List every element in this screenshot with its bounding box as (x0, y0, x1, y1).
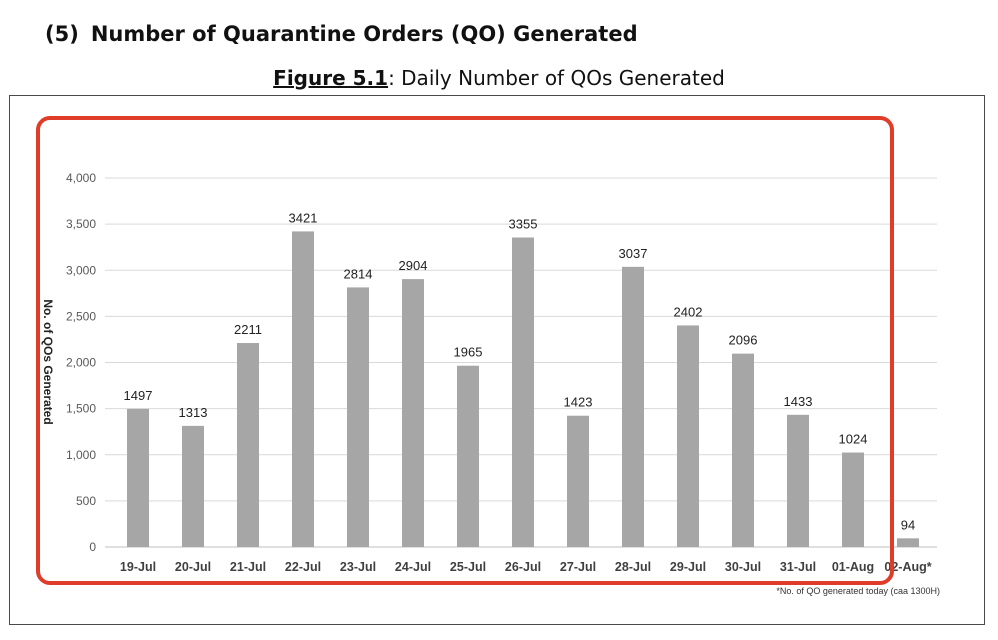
x-tick-label: 01-Aug (832, 560, 874, 574)
data-label: 3421 (289, 210, 318, 225)
x-axis-ticks: 19-Jul 20-Jul 21-Jul 22-Jul 23-Jul 24-Jul 25-J… (120, 560, 932, 574)
bar (622, 266, 644, 547)
data-label: 2402 (674, 304, 703, 319)
x-tick-label: 20-Jul (175, 560, 211, 574)
y-tick-label: 3,000 (66, 263, 96, 277)
bar (897, 538, 919, 547)
y-tick-label: 1,000 (66, 448, 96, 462)
bar (347, 287, 369, 547)
bar (512, 237, 534, 547)
data-label: 2814 (344, 266, 373, 281)
y-tick-label: 2,000 (66, 356, 96, 370)
data-label: 2096 (729, 333, 758, 348)
y-tick-label: 1,500 (66, 402, 96, 416)
bar (237, 343, 259, 547)
x-tick-label: 25-Jul (450, 560, 486, 574)
bar (787, 414, 809, 547)
bar (677, 325, 699, 547)
figure-label: Figure 5.1 (273, 66, 389, 90)
x-tick-label: 27-Jul (560, 560, 596, 574)
section-title: Number of Quarantine Orders (QO) Generat… (90, 22, 638, 46)
y-tick-label: 2,500 (66, 309, 96, 323)
y-tick-label: 4,000 (66, 171, 96, 185)
section-number: (5) (45, 22, 79, 46)
bar (457, 365, 479, 547)
data-labels: 1497 1313 2211 3421 2814 2904 1965 3355 1423 3037… (124, 210, 916, 532)
bar (402, 279, 424, 547)
data-label: 3355 (509, 217, 538, 232)
section-heading: (5) Number of Quarantine Orders (QO) Gene… (45, 22, 638, 46)
data-label: 1965 (454, 345, 483, 360)
x-tick-label: 29-Jul (670, 560, 706, 574)
y-tick-label: 500 (76, 494, 96, 508)
highlight-box (36, 116, 894, 585)
y-axis-label: No. of QOs Generated (41, 299, 55, 424)
data-label: 1423 (564, 395, 593, 410)
bar (567, 415, 589, 547)
data-label: 1024 (839, 432, 868, 447)
bar (182, 425, 204, 547)
x-tick-label: 19-Jul (120, 560, 156, 574)
x-tick-label: 23-Jul (340, 560, 376, 574)
x-tick-label: 02-Aug* (884, 560, 931, 574)
data-label: 1433 (784, 394, 813, 409)
bar (842, 452, 864, 547)
y-tick-label: 3,500 (66, 217, 96, 231)
bars (127, 231, 919, 547)
data-label: 1313 (179, 405, 208, 420)
x-tick-label: 31-Jul (780, 560, 816, 574)
x-tick-label: 24-Jul (395, 560, 431, 574)
data-label: 3037 (619, 246, 648, 261)
figure-caption-text: : Daily Number of QOs Generated (388, 66, 725, 90)
data-label: 94 (901, 517, 915, 532)
x-tick-label: 30-Jul (725, 560, 761, 574)
y-axis-ticks: 0 500 1,000 1,500 2,000 2,500 3,000 3,500 4,000 (66, 171, 96, 554)
data-label: 2211 (234, 322, 262, 337)
data-label: 2904 (399, 258, 428, 273)
data-label: 1497 (124, 388, 153, 403)
bar (292, 231, 314, 547)
x-tick-label: 22-Jul (285, 560, 321, 574)
bar (127, 408, 149, 547)
x-tick-label: 26-Jul (505, 560, 541, 574)
footnote: *No. of QO generated today (caa 1300H) (776, 586, 940, 596)
chart-frame (9, 95, 985, 625)
bar (732, 353, 754, 547)
x-tick-label: 28-Jul (615, 560, 651, 574)
y-tick-label: 0 (89, 540, 96, 554)
figure-caption: Figure 5.1: Daily Number of QOs Generate… (0, 66, 998, 90)
x-tick-label: 21-Jul (230, 560, 266, 574)
